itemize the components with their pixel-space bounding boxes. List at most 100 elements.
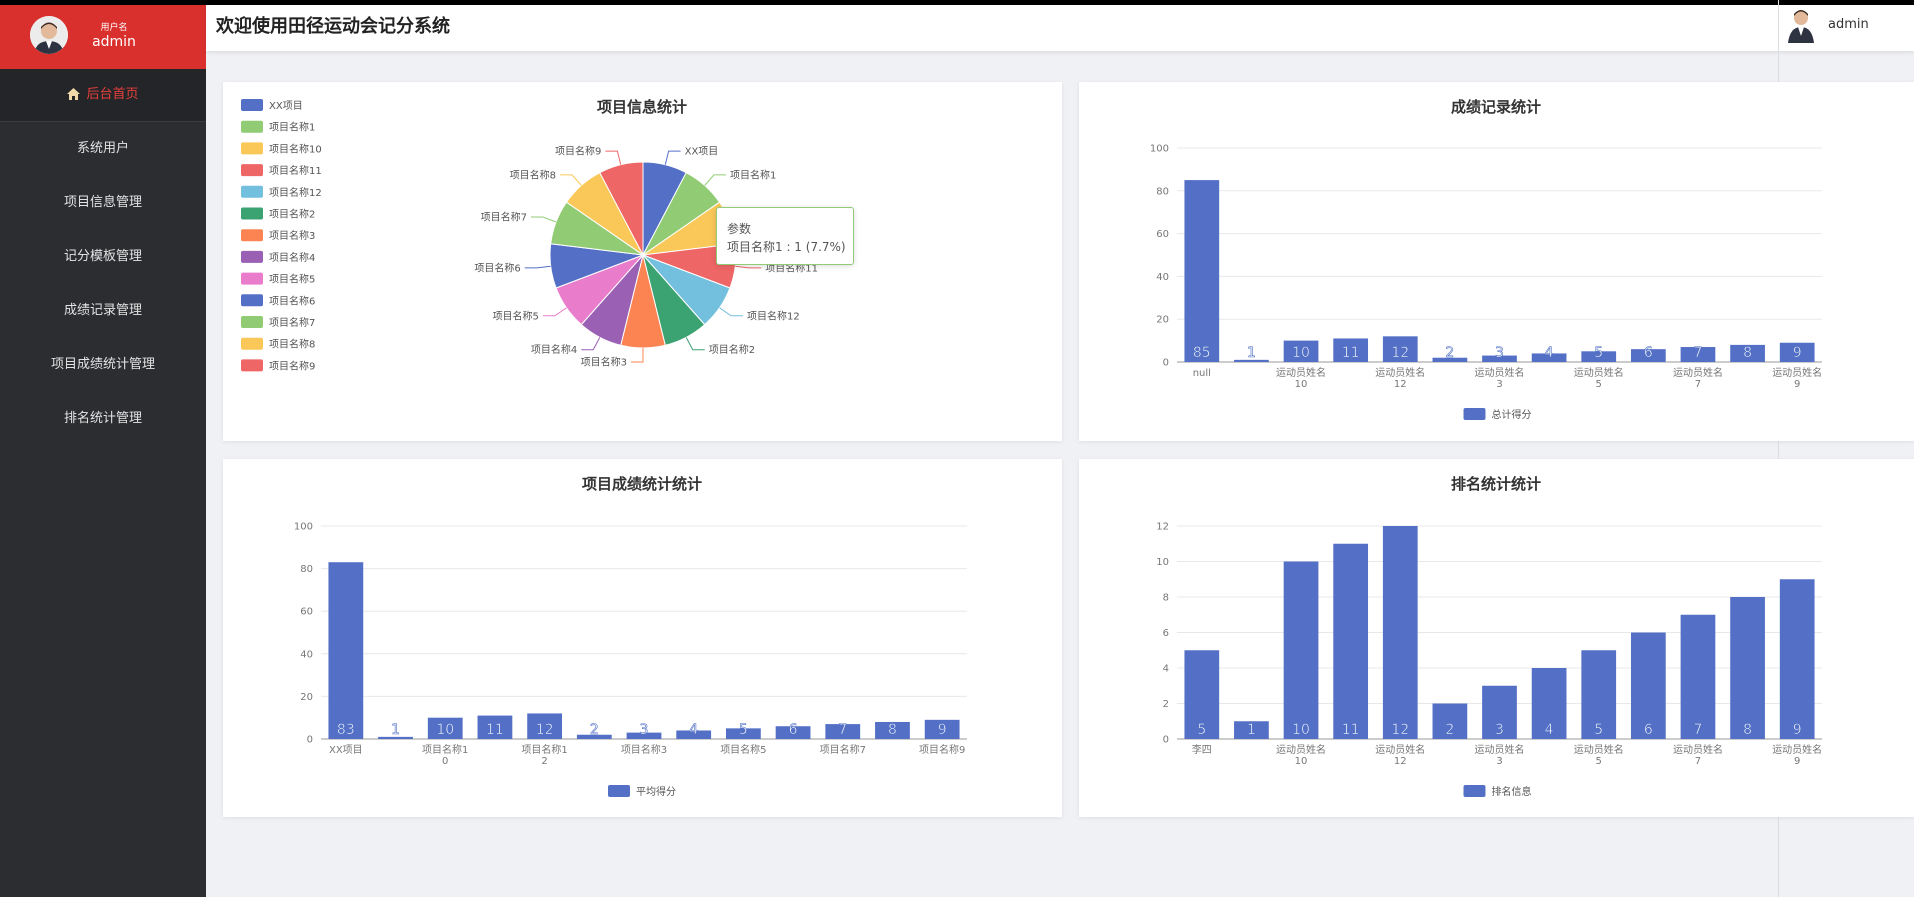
bar-value-label: 11 <box>1342 722 1360 738</box>
project-info-chart-panel: 项目信息统计 XX项目 项目名称1 项目名称10 项目名称11 项目名称12 项目名称2 项… <box>223 82 1062 441</box>
bar <box>1680 347 1716 362</box>
bar <box>676 730 712 739</box>
bar-value-label: 6 <box>1644 345 1653 361</box>
x-tick-line: 9 <box>1794 756 1800 767</box>
sidebar-item-system-users[interactable]: 系统用户 <box>0 122 206 176</box>
legend-label: 项目名称5 <box>269 273 315 286</box>
bar-value-label: 12 <box>1391 345 1409 361</box>
x-tick-label: 运动员姓名 7 <box>1673 366 1723 390</box>
sidebar-item-score-template[interactable]: 记分模板管理 <box>0 230 206 284</box>
y-tick-label: 80 <box>300 564 313 575</box>
bar <box>1531 353 1567 362</box>
sidebar-item-project-stats[interactable]: 项目成绩统计管理 <box>0 338 206 392</box>
bar-value-label: 9 <box>938 722 947 738</box>
x-tick-label: 运动员姓名 9 <box>1772 743 1822 767</box>
bar-value-label: 3 <box>1495 722 1504 738</box>
sidebar-item-label: 记分模板管理 <box>63 249 142 264</box>
sidebar-item-label: 成绩记录管理 <box>63 303 142 318</box>
pie-chart[interactable]: 项目信息统计 XX项目项目名称1项目名称10项目名称11项目名称12项目名称2项… <box>223 82 1062 441</box>
divider-line <box>1778 0 1779 897</box>
legend-swatch <box>241 99 263 111</box>
bar <box>1333 338 1369 362</box>
legend-swatch <box>241 272 263 285</box>
y-tick-label: 80 <box>1156 186 1169 197</box>
pie-label: 项目名称5 <box>493 309 539 322</box>
score-record-bar-chart[interactable]: 成绩记录统计 0 20 40 60 80 100 85 1 10 11 12 2 3 4 5 6 7 8 9 null… <box>1079 82 1914 441</box>
y-tick-label: 4 <box>1163 664 1169 675</box>
x-tick-label: 运动员姓名 7 <box>1673 743 1723 767</box>
x-tick-line: 项目名称1 <box>521 743 567 756</box>
header-avatar[interactable] <box>1786 7 1816 43</box>
bar <box>1482 355 1517 362</box>
legend-swatch <box>1463 785 1486 797</box>
x-tick-line: 运动员姓名 <box>1772 366 1822 379</box>
bar-value-label: 3 <box>1495 345 1504 361</box>
bar <box>1382 336 1418 362</box>
x-tick-line: 运动员姓名 <box>1574 366 1624 379</box>
pie-label: 项目名称1 <box>730 168 776 181</box>
y-tick-label: 100 <box>1150 144 1169 155</box>
bar-value-label: 8 <box>888 722 897 738</box>
header-username[interactable]: admin <box>1828 17 1869 32</box>
x-tick-label: 项目名称5 <box>720 743 766 756</box>
bar <box>1184 180 1220 362</box>
x-tick-label: 项目名称1 2 <box>521 743 567 767</box>
pie-label: 项目名称8 <box>510 168 556 181</box>
y-tick-label: 60 <box>300 607 313 618</box>
x-tick-line: 运动员姓名 <box>1276 743 1326 756</box>
x-tick-label: 运动员姓名 5 <box>1574 743 1624 767</box>
bar-value-label: 1 <box>391 722 400 738</box>
bar-value-label: 7 <box>1694 722 1703 738</box>
bar <box>1234 721 1269 739</box>
sidebar-item-project-info[interactable]: 项目信息管理 <box>0 176 206 230</box>
bar-value-label: 11 <box>486 722 504 738</box>
legend-label: 排名信息 <box>1492 785 1532 798</box>
bar <box>378 736 413 739</box>
legend-swatch <box>241 207 263 220</box>
legend-swatch <box>241 250 263 263</box>
header: 欢迎使用田径运动会记分系统 admin <box>206 5 1914 51</box>
bar-value-label: 83 <box>337 722 355 738</box>
bar <box>875 721 910 739</box>
bar <box>1581 650 1617 739</box>
sidebar-item-score-records[interactable]: 成绩记录管理 <box>0 284 206 338</box>
sidebar-item-label: 排名统计管理 <box>63 411 142 426</box>
sidebar-item-label: 项目信息管理 <box>63 195 142 210</box>
bar-value-label: 9 <box>1793 722 1802 738</box>
x-tick-line: 2 <box>541 756 547 767</box>
bar <box>924 719 960 739</box>
bar <box>1333 543 1369 739</box>
bar-value-label: 9 <box>1793 345 1802 361</box>
legend-label: 项目名称11 <box>269 164 322 177</box>
x-tick-label: 项目名称3 <box>621 743 667 756</box>
x-tick-line: 项目名称1 <box>422 743 468 756</box>
pie-label: 项目名称7 <box>481 211 527 224</box>
bar-value-label: 10 <box>1292 722 1310 738</box>
pie-leader-line <box>530 216 557 223</box>
sidebar-item-label: 后台首页 <box>86 87 139 102</box>
bar <box>825 724 861 739</box>
project-score-chart-panel: 项目成绩统计统计 0 20 40 60 80 100 83 1 10 11 12 2 3 4 5 6 7 8 9 XX… <box>223 459 1062 817</box>
page-title: 欢迎使用田径运动会记分系统 <box>216 16 450 37</box>
x-tick-line: 7 <box>1695 756 1701 767</box>
sidebar-item-home[interactable]: 后台首页 <box>0 69 206 122</box>
sidebar-username: admin <box>92 34 136 50</box>
legend-label: XX项目 <box>269 100 303 112</box>
y-tick-label: 40 <box>300 649 313 660</box>
home-icon <box>67 71 81 123</box>
x-tick-line: 运动员姓名 <box>1475 366 1525 379</box>
x-tick-line: 5 <box>1596 379 1602 390</box>
x-tick-label: 李四 <box>1192 743 1212 756</box>
x-tick-label: null <box>1193 368 1211 379</box>
x-tick-label: 项目名称7 <box>820 743 866 756</box>
sidebar-item-ranking-stats[interactable]: 排名统计管理 <box>0 392 206 446</box>
tooltip-title: 参数 <box>727 222 752 236</box>
x-tick-line: 运动员姓名 <box>1375 743 1425 756</box>
bar-value-label: 7 <box>838 722 847 738</box>
bar <box>527 713 563 739</box>
x-tick-line: 运动员姓名 <box>1276 366 1326 379</box>
bar-value-label: 12 <box>1391 722 1409 738</box>
bar-value-label: 12 <box>536 722 554 738</box>
